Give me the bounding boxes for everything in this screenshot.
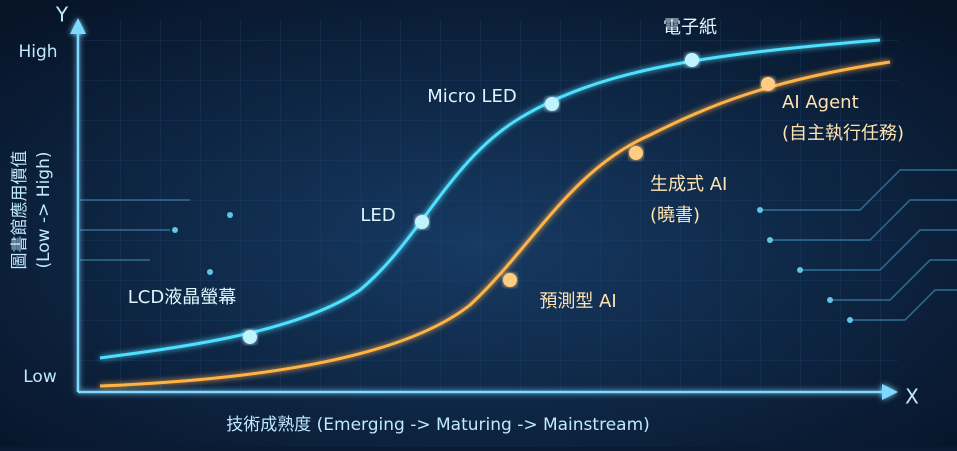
circuit-lines	[80, 169, 957, 321]
point	[545, 97, 559, 111]
grid	[78, 20, 898, 392]
point	[761, 77, 775, 91]
x-title: 技術成熟度 (Emerging -> Maturing -> Mainstrea…	[226, 414, 650, 435]
point-label: 預測型 AI	[539, 291, 616, 312]
point	[685, 53, 699, 67]
curve-ai	[99, 60, 891, 388]
y-title: 圖書館應用價值	[9, 151, 30, 270]
y-title-note: (Low -> High)	[34, 152, 54, 269]
point-label: (曉書)	[650, 205, 700, 226]
point	[503, 273, 517, 287]
x-symbol: X	[905, 385, 919, 409]
point	[243, 330, 257, 344]
point-label: 生成式 AI	[650, 174, 727, 195]
point	[415, 215, 429, 229]
point	[629, 146, 643, 160]
axes	[70, 18, 898, 400]
point-label: AI Agent	[782, 92, 859, 113]
y-high: High	[18, 42, 57, 62]
y-symbol: Y	[55, 3, 69, 27]
point-label: (自主執行任務)	[782, 123, 904, 144]
point-label: LCD液晶螢幕	[128, 287, 236, 308]
circuit-dots	[172, 207, 853, 323]
point-label: Micro LED	[427, 86, 516, 107]
y-low: Low	[23, 367, 57, 387]
point-label: LED	[360, 205, 395, 226]
point-label: 電子紙	[663, 17, 717, 38]
